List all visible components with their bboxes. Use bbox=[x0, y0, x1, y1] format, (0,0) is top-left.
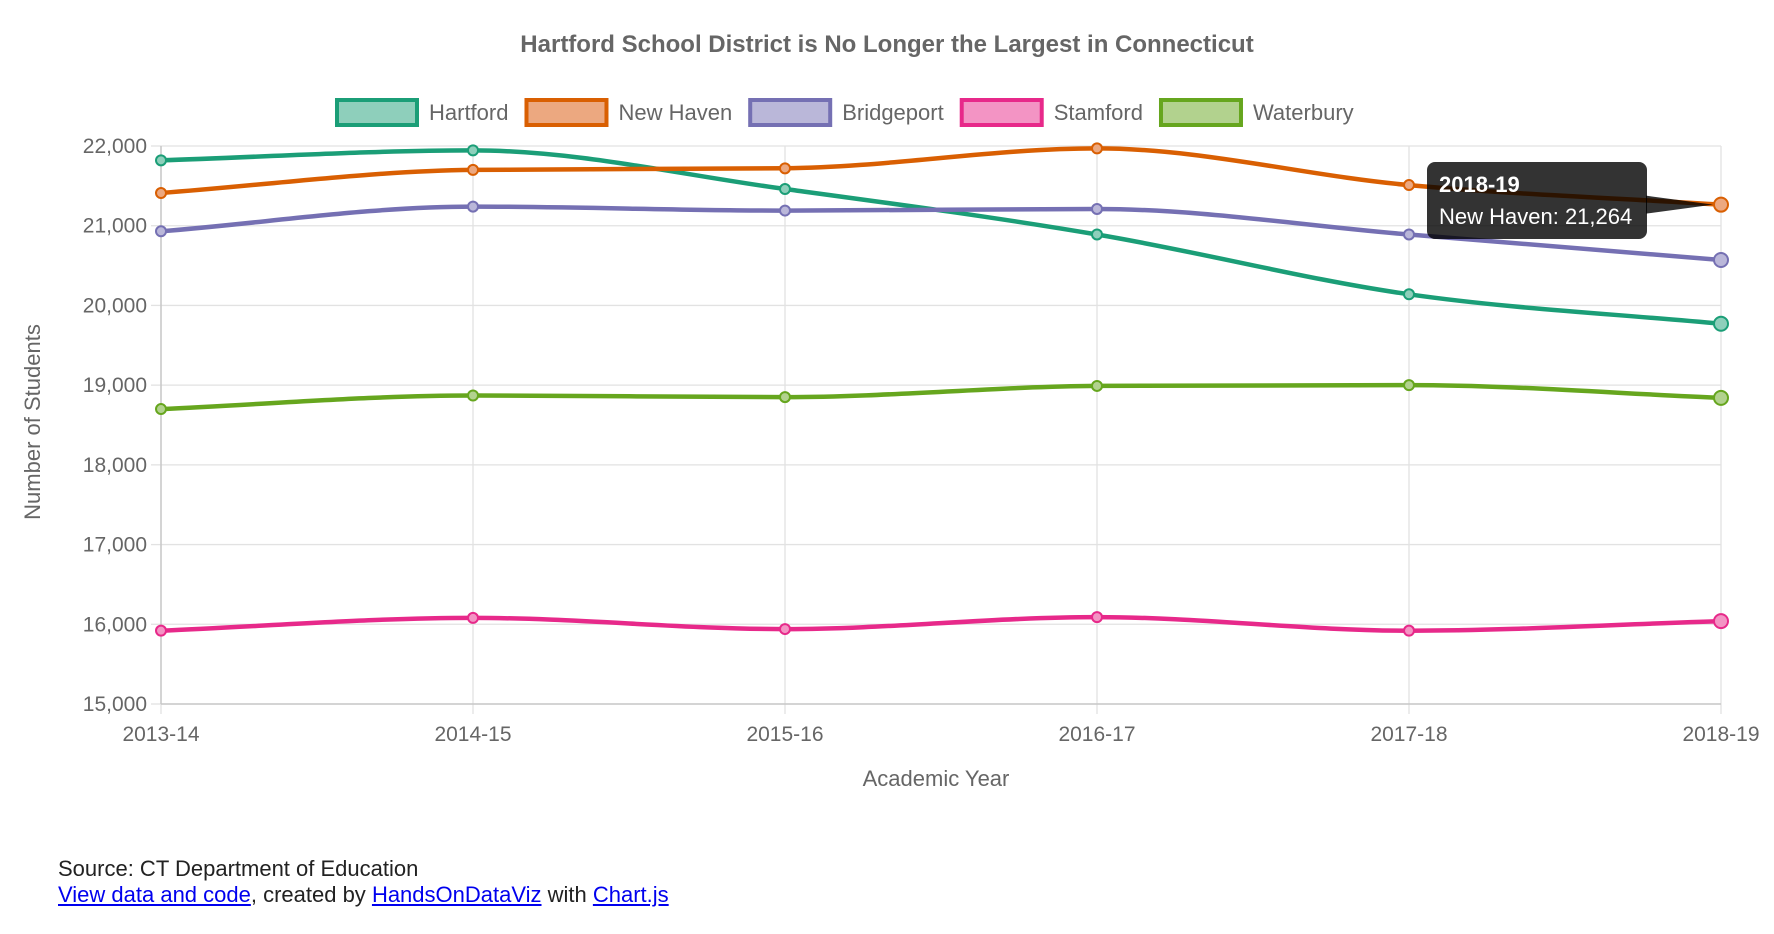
data-point-stamford[interactable] bbox=[155, 624, 167, 637]
x-tick-label: 2017-18 bbox=[1370, 723, 1447, 746]
legend-swatch-stamford[interactable] bbox=[959, 98, 1044, 127]
legend-swatch-hartford[interactable] bbox=[335, 98, 419, 127]
y-tick-label: 18,000 bbox=[83, 454, 147, 477]
x-axis-ticks: 2013-14 2014-15 2015-16 2016-17 2017-18 2018-… bbox=[122, 723, 1759, 746]
data-point-hartford[interactable] bbox=[1713, 315, 1729, 332]
data-point-stamford[interactable] bbox=[467, 611, 479, 624]
data-point-waterbury[interactable] bbox=[779, 391, 791, 404]
y-tick-label: 20,000 bbox=[83, 294, 147, 317]
chartjs-link[interactable]: Chart.js bbox=[592, 882, 669, 907]
data-point-stamford[interactable] bbox=[779, 623, 791, 636]
y-tick-label: 16,000 bbox=[83, 613, 147, 636]
tooltip-box bbox=[1427, 162, 1647, 239]
data-point-hartford[interactable] bbox=[1403, 288, 1415, 301]
data-point-bridgeport[interactable] bbox=[779, 204, 791, 217]
handsondataviz-link[interactable]: HandsOnDataViz bbox=[371, 882, 542, 907]
chart-legend: Hartford New Haven Bridgeport Stamford Water… bbox=[335, 98, 1354, 127]
legend-label-new-haven[interactable]: New Haven bbox=[618, 100, 732, 125]
y-tick-label: 22,000 bbox=[83, 135, 147, 158]
legend-swatch-bridgeport[interactable] bbox=[748, 98, 833, 127]
data-point-bridgeport[interactable] bbox=[467, 200, 479, 213]
data-point-hartford[interactable] bbox=[1091, 228, 1103, 241]
data-point-waterbury[interactable] bbox=[1403, 379, 1415, 392]
data-point-stamford[interactable] bbox=[1713, 613, 1729, 630]
data-point-new-haven[interactable] bbox=[155, 187, 167, 200]
data-point-new-haven[interactable] bbox=[1713, 196, 1729, 213]
data-point-bridgeport[interactable] bbox=[1403, 228, 1415, 241]
data-point-waterbury[interactable] bbox=[155, 403, 167, 416]
data-point-new-haven[interactable] bbox=[1403, 179, 1415, 192]
y-axis-ticks: 22,000 21,000 20,000 19,000 18,000 17,000 16,0… bbox=[83, 135, 147, 716]
y-tick-label: 21,000 bbox=[83, 215, 147, 238]
source-text: Source: CT Department of Education bbox=[58, 856, 419, 881]
data-point-waterbury[interactable] bbox=[467, 389, 479, 402]
data-point-hartford[interactable] bbox=[155, 154, 167, 167]
data-point-new-haven[interactable] bbox=[779, 162, 791, 175]
y-tick-label: 19,000 bbox=[83, 374, 147, 397]
legend-swatch-new-haven[interactable] bbox=[524, 98, 609, 127]
created-by-text: , created by bbox=[250, 882, 372, 907]
tooltip-title: 2018-19 bbox=[1439, 172, 1520, 197]
series-points bbox=[155, 142, 1729, 637]
data-point-bridgeport[interactable] bbox=[155, 225, 167, 238]
with-text: with bbox=[541, 882, 593, 907]
x-tick-label: 2014-15 bbox=[434, 723, 511, 746]
data-point-waterbury[interactable] bbox=[1713, 389, 1729, 406]
data-point-bridgeport[interactable] bbox=[1713, 251, 1729, 268]
chart-title: Hartford School District is No Longer th… bbox=[520, 31, 1253, 58]
tooltip-arrow bbox=[1646, 195, 1713, 214]
y-tick-label: 17,000 bbox=[83, 534, 147, 557]
data-point-new-haven[interactable] bbox=[467, 163, 479, 176]
x-tick-label: 2013-14 bbox=[122, 723, 199, 746]
source-note: Source: CT Department of Education View … bbox=[58, 856, 669, 908]
tooltip-body: New Haven: 21,264 bbox=[1439, 204, 1632, 229]
y-tick-label: 15,000 bbox=[83, 693, 147, 716]
data-point-hartford[interactable] bbox=[467, 144, 479, 157]
data-point-new-haven[interactable] bbox=[1091, 142, 1103, 155]
data-point-waterbury[interactable] bbox=[1091, 379, 1103, 392]
x-tick-label: 2018-19 bbox=[1682, 723, 1759, 746]
data-point-stamford[interactable] bbox=[1091, 611, 1103, 624]
legend-label-bridgeport[interactable]: Bridgeport bbox=[842, 100, 944, 125]
legend-swatch-waterbury[interactable] bbox=[1158, 98, 1243, 127]
series-line-stamford bbox=[160, 614, 1722, 633]
data-point-hartford[interactable] bbox=[779, 183, 791, 196]
y-axis-title: Number of Students bbox=[20, 324, 45, 520]
tooltip: 2018-19 New Haven: 21,264 bbox=[1427, 162, 1713, 239]
data-point-bridgeport[interactable] bbox=[1091, 202, 1103, 215]
legend-label-hartford[interactable]: Hartford bbox=[429, 100, 508, 125]
legend-label-stamford[interactable]: Stamford bbox=[1054, 100, 1143, 125]
credits-line: View data and code, created by HandsOnDa… bbox=[58, 882, 669, 908]
x-tick-label: 2016-17 bbox=[1058, 723, 1135, 746]
legend-label-waterbury[interactable]: Waterbury bbox=[1253, 100, 1354, 125]
data-point-stamford[interactable] bbox=[1403, 624, 1415, 637]
x-axis-title: Academic Year bbox=[863, 766, 1010, 791]
view-data-link[interactable]: View data and code bbox=[58, 882, 251, 907]
series-line-waterbury bbox=[160, 382, 1722, 412]
x-tick-label: 2015-16 bbox=[746, 723, 823, 746]
